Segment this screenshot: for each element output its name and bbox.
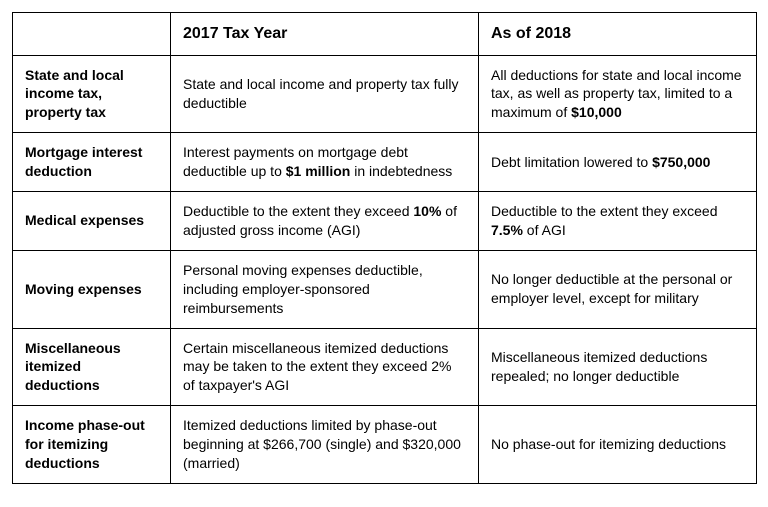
header-2018: As of 2018 [479,13,757,56]
header-blank [13,13,171,56]
table-row: Mortgage interest deductionInterest paym… [13,133,757,192]
cell-2018: Deductible to the extent they exceed 7.5… [479,192,757,251]
cell-2017: Interest payments on mortgage debt deduc… [171,133,479,192]
cell-2018: Debt limitation lowered to $750,000 [479,133,757,192]
cell-2017: Personal moving expenses deductible, inc… [171,250,479,328]
table-row: Moving expensesPersonal moving expenses … [13,250,757,328]
table-row: State and local income tax, property tax… [13,55,757,133]
cell-2018: All deductions for state and local incom… [479,55,757,133]
tax-comparison-table: 2017 Tax Year As of 2018 State and local… [12,12,757,484]
cell-2018: Miscellaneous itemized deductions repeal… [479,328,757,406]
header-2017: 2017 Tax Year [171,13,479,56]
cell-2018: No longer deductible at the personal or … [479,250,757,328]
cell-2018: No phase-out for itemizing deductions [479,406,757,484]
table-body: State and local income tax, property tax… [13,55,757,483]
table-row: Income phase-out for itemizing deduction… [13,406,757,484]
row-label: Mortgage interest deduction [13,133,171,192]
row-label: Miscellaneous itemized deductions [13,328,171,406]
table-row: Miscellaneous itemized deductionsCertain… [13,328,757,406]
row-label: State and local income tax, property tax [13,55,171,133]
cell-2017: Deductible to the extent they exceed 10%… [171,192,479,251]
header-row: 2017 Tax Year As of 2018 [13,13,757,56]
cell-2017: Certain miscellaneous itemized deduction… [171,328,479,406]
cell-2017: Itemized deductions limited by phase-out… [171,406,479,484]
row-label: Medical expenses [13,192,171,251]
cell-2017: State and local income and property tax … [171,55,479,133]
row-label: Moving expenses [13,250,171,328]
table-row: Medical expensesDeductible to the extent… [13,192,757,251]
row-label: Income phase-out for itemizing deduction… [13,406,171,484]
